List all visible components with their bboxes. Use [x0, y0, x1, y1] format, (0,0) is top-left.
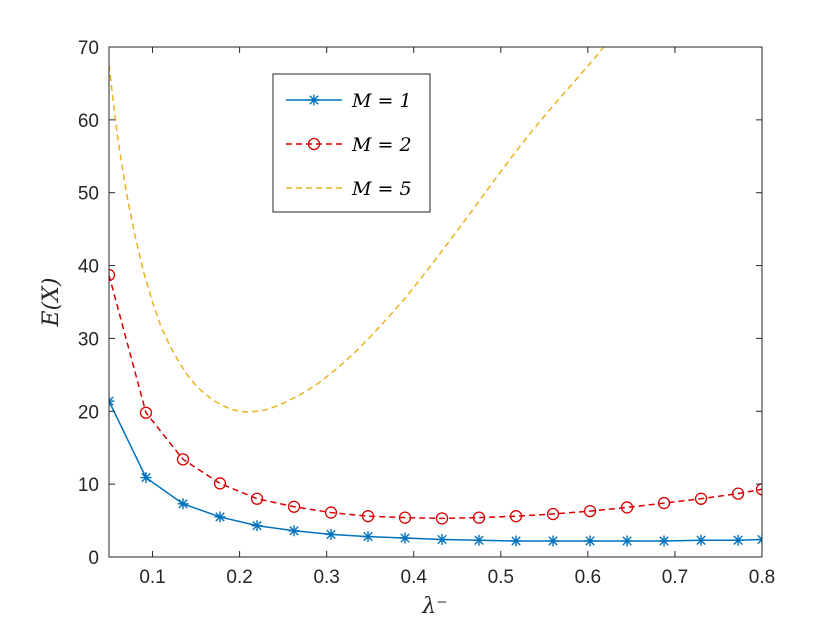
series-layer: [109, 47, 762, 547]
series-2-point: [287, 500, 301, 513]
series-2-point: [361, 510, 375, 523]
series-2-point: [731, 487, 745, 500]
y-tick-label: 20: [78, 402, 99, 423]
x-tick-label: 0.7: [662, 567, 688, 588]
y-tick-label: 30: [78, 329, 99, 350]
y-tick-label: 50: [78, 184, 99, 205]
series-line-3: [109, 47, 605, 413]
y-tick-label: 60: [78, 111, 99, 132]
x-tick-label: 0.2: [226, 567, 252, 588]
series-2-point: [398, 511, 412, 524]
series-1-point: [288, 525, 300, 537]
legend-label-2: M = 2: [351, 134, 412, 156]
legend-marker-2: [307, 137, 321, 151]
series-2-point: [109, 268, 116, 282]
series-2-point: [755, 483, 762, 496]
y-tick-label: 10: [78, 475, 99, 496]
x-axis-label: λ⁻: [421, 594, 448, 619]
x-tick-label: 0.8: [749, 567, 775, 588]
axes-frame: [108, 46, 763, 558]
legend-box: [272, 73, 431, 213]
series-2-point: [509, 510, 523, 523]
series-1-point: [214, 511, 226, 523]
series-2-point: [176, 453, 190, 466]
series-1-point: [695, 534, 707, 546]
series-2-point: [213, 477, 227, 490]
series-1-point: [547, 535, 559, 547]
series-1-point: [621, 535, 633, 547]
legend-label-3: M = 5: [351, 178, 412, 200]
legend-marker-1: [308, 94, 320, 106]
series-2-point: [324, 506, 338, 519]
series-1-point: [756, 534, 762, 546]
legend: M = 1 M = 2 M = 5: [272, 73, 431, 213]
y-tick-label: 0: [88, 548, 99, 569]
x-tick-label: 0.4: [401, 567, 428, 588]
series-1-point: [140, 472, 152, 484]
x-tick-label: 0.3: [313, 567, 339, 588]
series-1-point: [436, 534, 448, 546]
series-1-point: [658, 535, 670, 547]
plot-area: [109, 47, 762, 557]
series-1-point: [399, 532, 411, 544]
ticks-layer: 0.1 0.2 0.3 0.4 0.5 0.6 0.7 0.8 0 10 20 30 40 50 60 70: [78, 38, 775, 588]
series-2-point: [139, 406, 153, 419]
series-1-point: [177, 498, 189, 510]
y-axis-label: E(X): [39, 278, 64, 328]
y-tick-label: 70: [78, 38, 99, 59]
series-1-point: [362, 531, 374, 543]
series-2-point: [657, 496, 671, 510]
legend-label-1: M = 1: [351, 90, 412, 112]
series-2-point: [583, 504, 597, 518]
series-2-point: [620, 501, 634, 514]
x-tick-label: 0.6: [575, 567, 601, 588]
series-2-point: [250, 492, 264, 505]
x-tick-label: 0.1: [139, 567, 165, 588]
series-1-point: [325, 528, 337, 540]
series-1-point: [109, 395, 115, 407]
y-tick-label: 40: [78, 257, 99, 278]
series-1-point: [251, 520, 263, 532]
series-2-point: [435, 512, 449, 525]
series-1-point: [510, 535, 522, 547]
series-2-point: [694, 492, 708, 505]
series-line-2: [109, 274, 762, 520]
series-1-point: [473, 534, 485, 546]
series-1-point: [584, 535, 596, 547]
series-2-point: [472, 511, 486, 524]
series-1-point: [732, 534, 744, 546]
x-tick-label: 0.5: [488, 567, 514, 588]
series-2-point: [546, 507, 560, 521]
